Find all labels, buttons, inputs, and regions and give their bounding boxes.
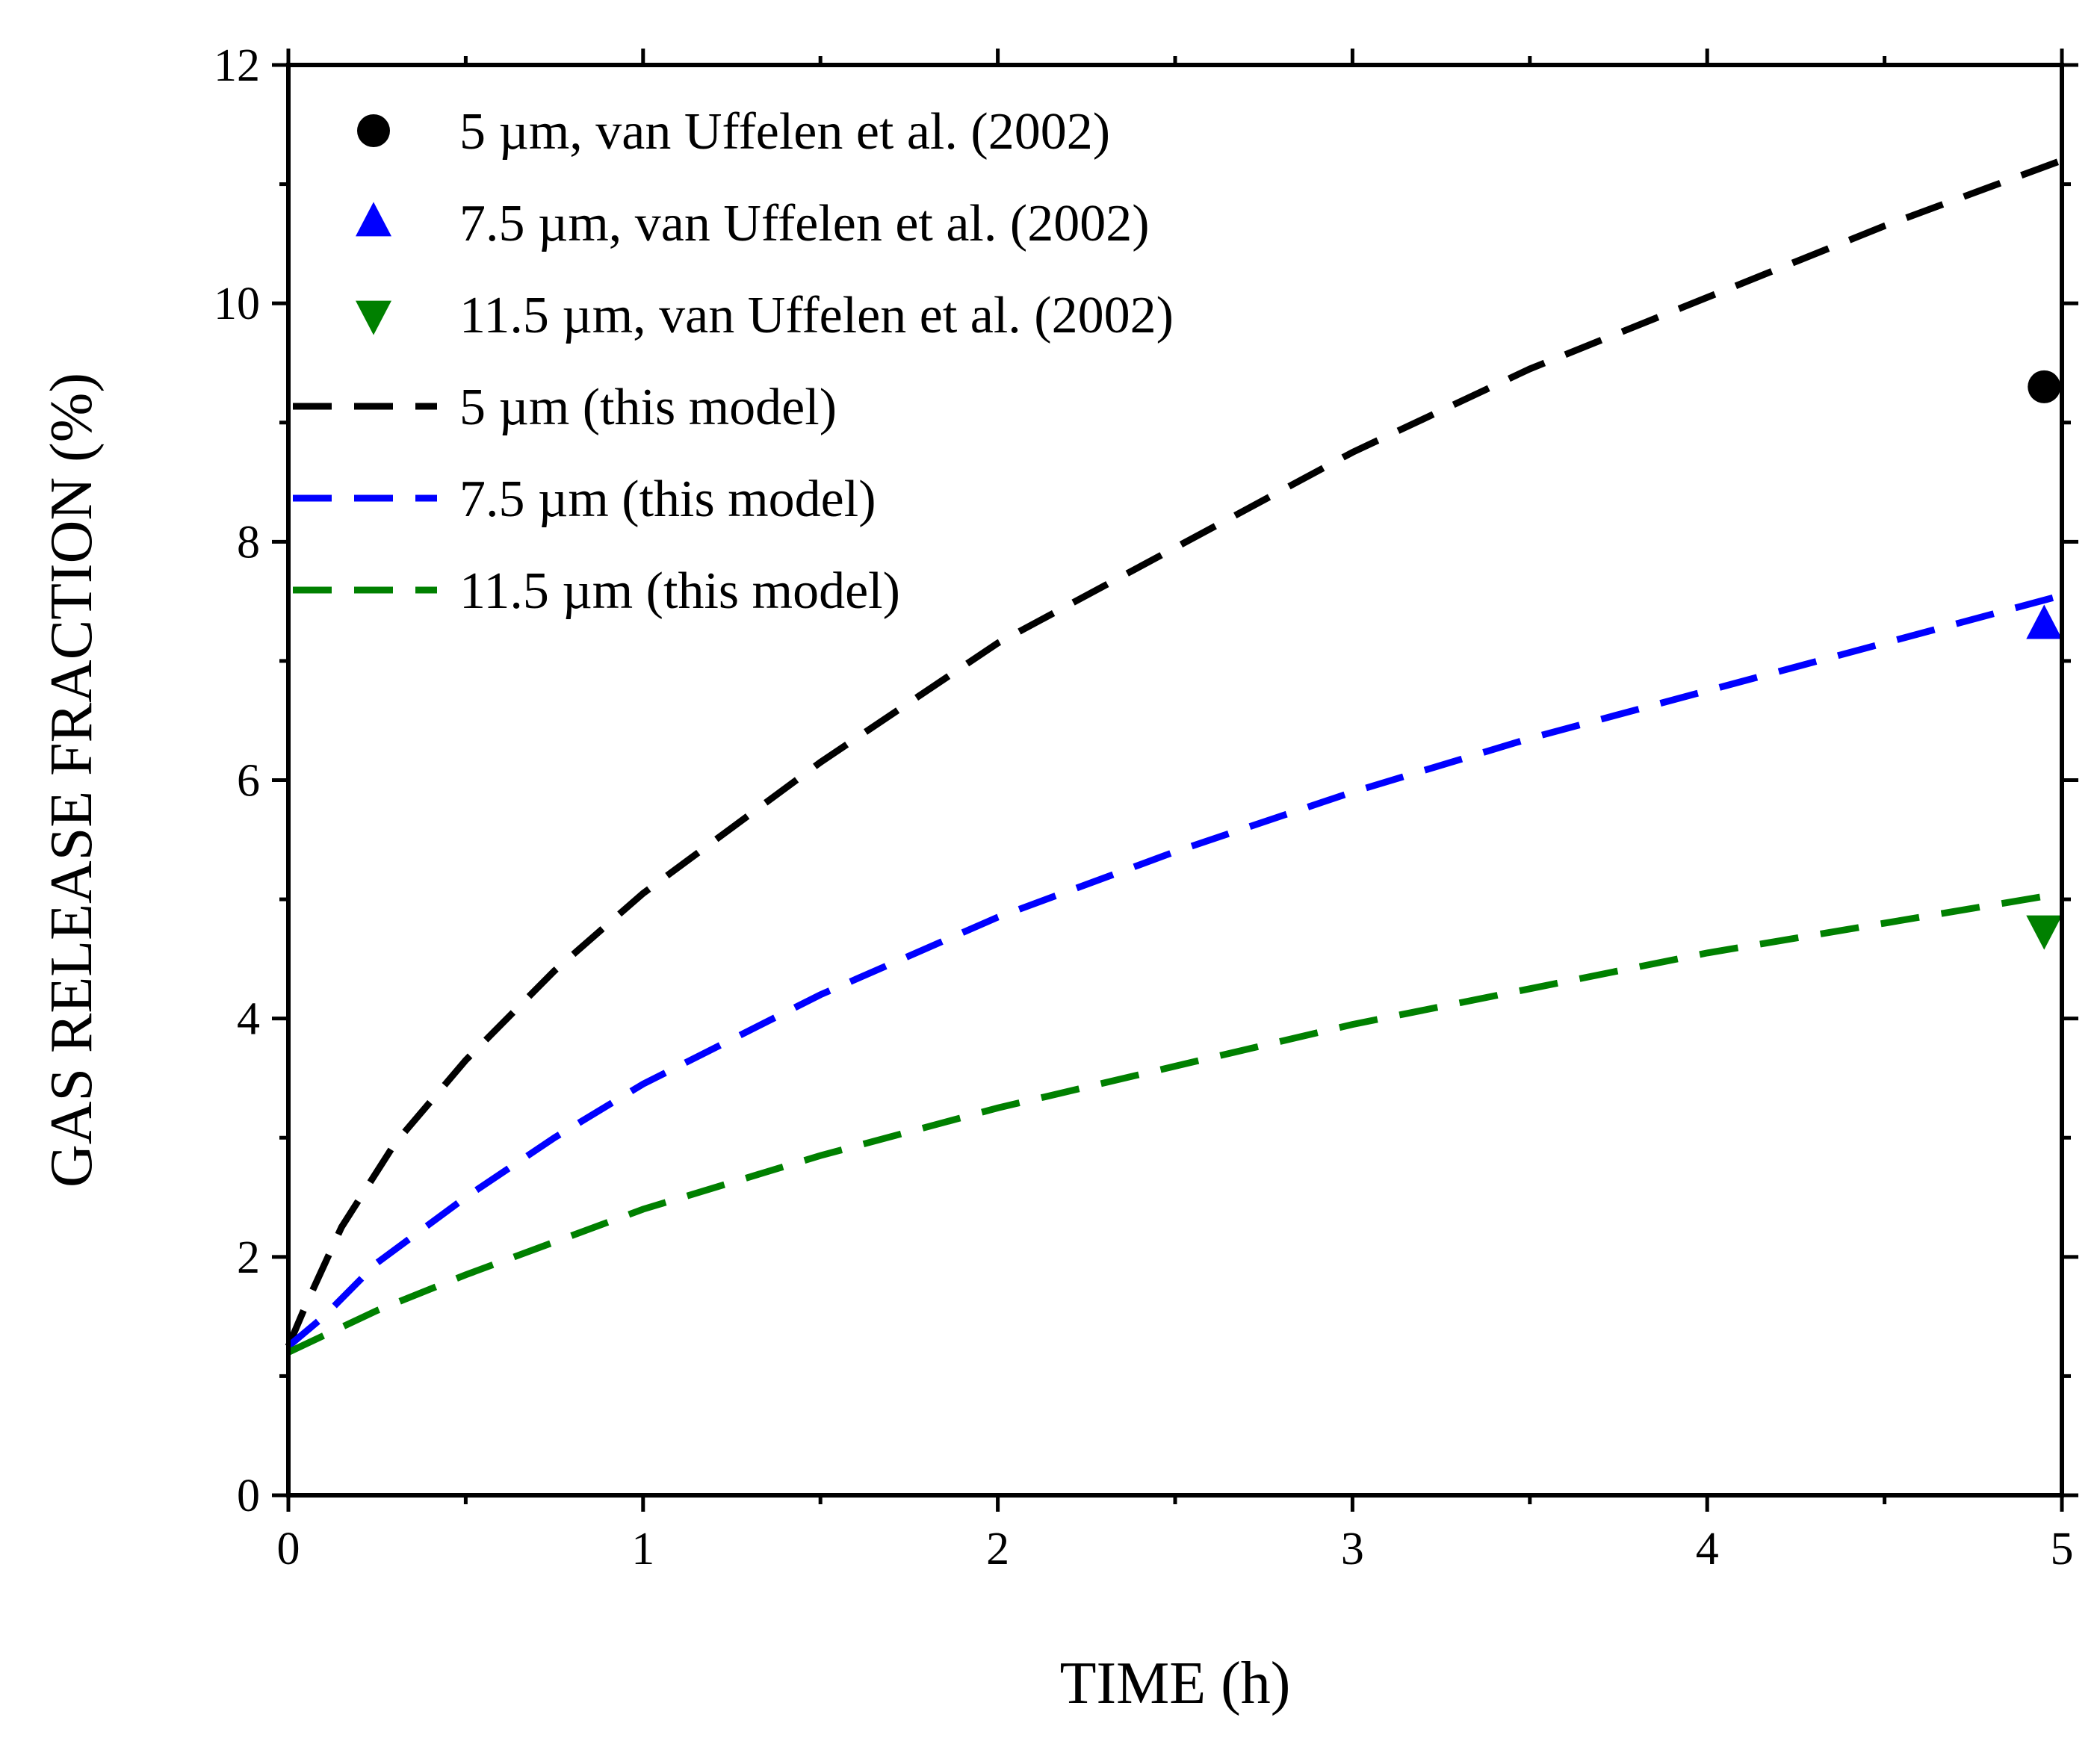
legend-label-0: 5 µm, van Uffelen et al. (2002) — [459, 103, 1110, 161]
plot-frame — [286, 63, 2064, 1498]
series-3-line — [285, 157, 2063, 1348]
legend-label-3: 5 µm (this model) — [459, 379, 837, 436]
legend-label-2: 11.5 µm, van Uffelen et al. (2002) — [459, 287, 1174, 344]
y-tick-label: 6 — [237, 756, 260, 807]
x-tick-label: 2 — [986, 1524, 1009, 1574]
y-tick-label: 12 — [214, 40, 260, 91]
y-tick-label: 8 — [237, 517, 260, 568]
x-axis-title: TIME (h) — [1060, 1651, 1291, 1716]
legend-swatch-marker-2 — [356, 300, 391, 335]
series-0-point-0 — [2028, 370, 2061, 403]
legend-label-1: 7.5 µm, van Uffelen et al. (2002) — [459, 195, 1150, 252]
x-tick-label: 4 — [1696, 1524, 1719, 1574]
y-tick-label: 2 — [237, 1232, 260, 1283]
legend-swatch-marker-1 — [356, 202, 391, 237]
x-tick-label: 3 — [1341, 1524, 1364, 1574]
y-tick-label: 10 — [214, 279, 260, 329]
y-tick-label: 4 — [237, 994, 260, 1045]
legend-label-4: 7.5 µm (this model) — [459, 471, 876, 528]
y-axis-title: GAS RELEASE FRACTION (%) — [39, 373, 105, 1188]
series-5-line — [287, 890, 2063, 1356]
legend: 5 µm, van Uffelen et al. (2002) 7.5 µm, v… — [293, 103, 1174, 620]
legend-swatch-marker-0 — [357, 114, 390, 147]
series-4-line — [286, 592, 2063, 1349]
series-1-point-0 — [2026, 604, 2063, 639]
x-tick-label: 0 — [277, 1524, 300, 1574]
series-2-point-0 — [2026, 915, 2063, 950]
x-tick-label: 1 — [631, 1524, 654, 1574]
series-layer — [285, 157, 2063, 1356]
x-tick-label: 5 — [2051, 1524, 2074, 1574]
legend-label-5: 11.5 µm (this model) — [459, 562, 900, 620]
y-tick-label: 0 — [237, 1471, 260, 1521]
